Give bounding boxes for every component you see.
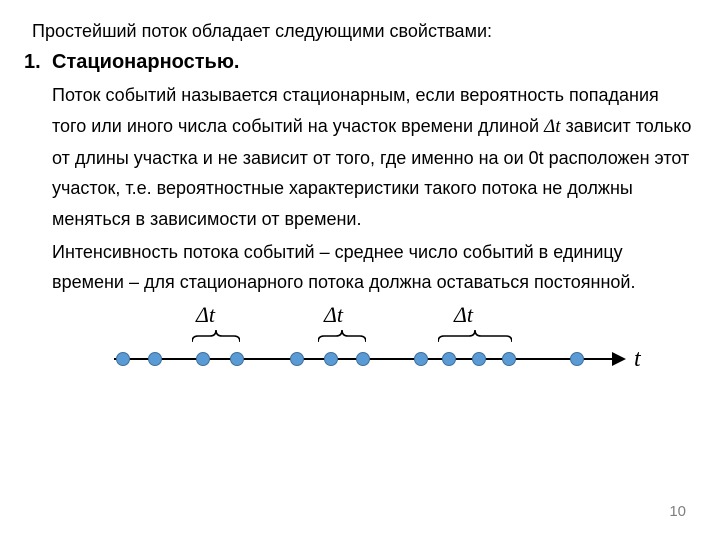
intro-text: Простейший поток обладает следующими сво…: [24, 18, 696, 45]
paragraph-2: Интенсивность потока событий – среднее ч…: [24, 237, 696, 298]
event-point: [230, 352, 244, 366]
t-axis-label: t: [634, 346, 641, 373]
page-number: 10: [669, 503, 686, 520]
event-point: [356, 352, 370, 366]
brace: [438, 330, 512, 346]
event-point: [196, 352, 210, 366]
list-item-1: 1. Стационарностью.: [24, 51, 696, 74]
event-point: [116, 352, 130, 366]
event-point: [148, 352, 162, 366]
delta-symbol-inline: Δt: [544, 116, 560, 137]
delta-t-label: Δt: [324, 302, 343, 328]
event-point: [324, 352, 338, 366]
brace: [192, 330, 240, 346]
timeline-diagram: t Δt Δt Δt: [114, 304, 674, 382]
paragraph-1: Поток событий называется стационарным, е…: [24, 80, 696, 235]
axis-arrow: [612, 352, 626, 366]
event-point: [502, 352, 516, 366]
event-point: [290, 352, 304, 366]
brace: [318, 330, 366, 346]
list-heading: Стационарностью.: [52, 51, 239, 74]
event-point: [472, 352, 486, 366]
list-number: 1.: [24, 51, 52, 74]
delta-t-label: Δt: [454, 302, 473, 328]
event-point: [442, 352, 456, 366]
event-point: [570, 352, 584, 366]
event-point: [414, 352, 428, 366]
delta-t-label: Δt: [196, 302, 215, 328]
